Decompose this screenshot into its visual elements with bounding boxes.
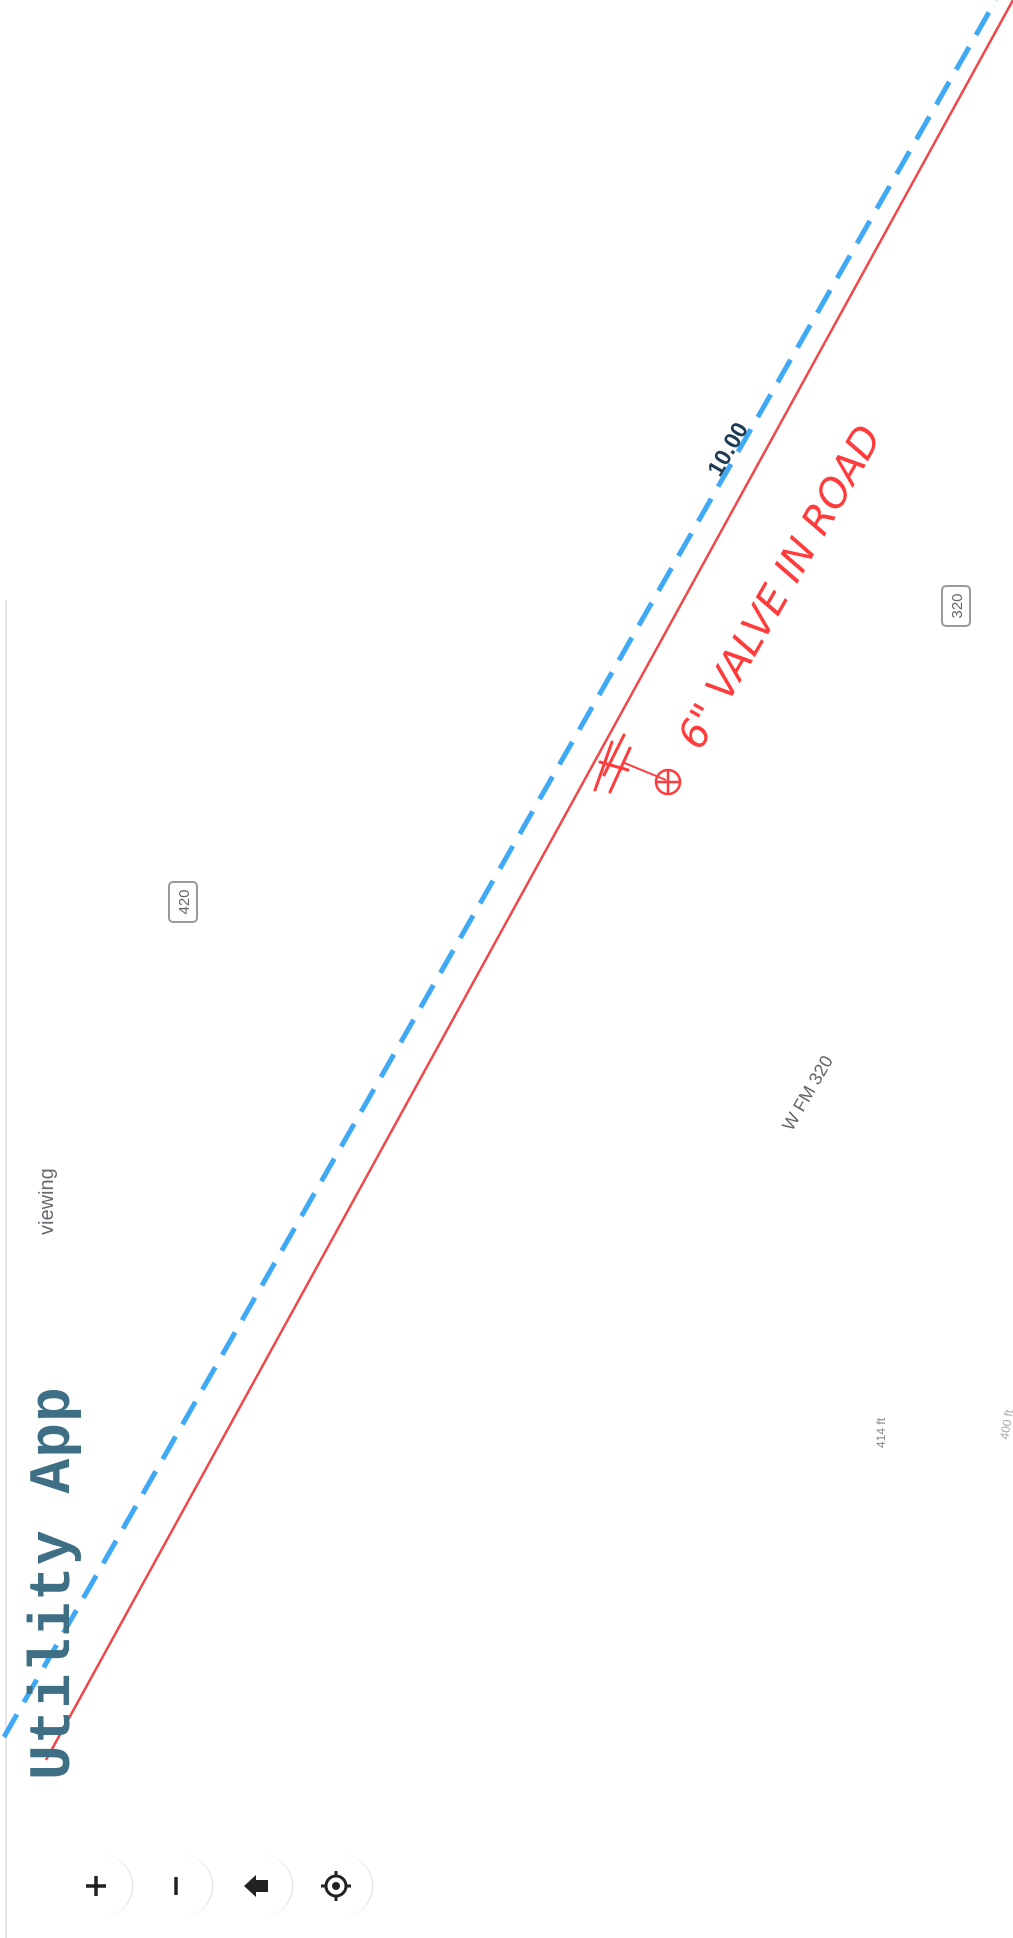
route-shield-south: 320 <box>941 585 971 627</box>
route-shield-north: 420 <box>168 881 198 923</box>
elevation-label-a: 414 ft <box>874 1417 888 1448</box>
plus-icon <box>86 1876 106 1896</box>
zoom-in-button[interactable] <box>60 1855 133 1917</box>
app-title: Utility App <box>22 1386 87 1780</box>
valve-markup[interactable]: 6" VALVE IN ROAD <box>593 418 891 796</box>
valve-scribble <box>593 733 632 794</box>
locate-button[interactable] <box>300 1855 373 1917</box>
mode-label: viewing <box>36 1168 58 1235</box>
distance-label: 10.00 <box>702 418 753 481</box>
svg-text:420: 420 <box>176 889 193 914</box>
zoom-out-button[interactable] <box>140 1855 213 1917</box>
elevation-label-b: 400 ft <box>997 1408 1013 1441</box>
locate-icon <box>321 1871 351 1901</box>
minus-icon <box>174 1877 178 1895</box>
svg-text:320: 320 <box>949 593 966 618</box>
home-icon <box>244 1875 268 1897</box>
home-button[interactable] <box>220 1855 293 1917</box>
water-main-line[interactable] <box>44 0 1013 1761</box>
offset-line[interactable] <box>1 0 999 1739</box>
road-name-label: W FM 320 <box>778 1052 837 1134</box>
valve-leader <box>621 761 667 781</box>
